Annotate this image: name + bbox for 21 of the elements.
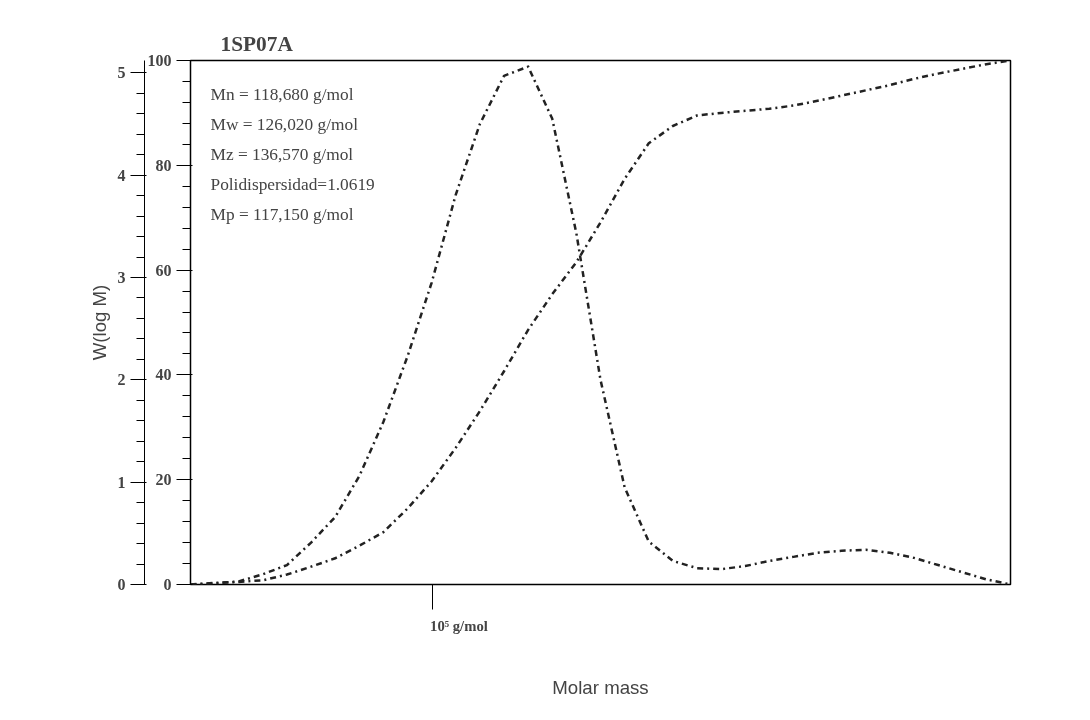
y2-tick-label: 0 [163,576,172,593]
y-tick-label: 4 [117,166,126,184]
text: 10⁵ g/mol [430,617,488,634]
x-axis-title: Molar mass [552,676,649,698]
y2-tick-label: 40 [155,366,172,384]
y-tick-label: 5 [117,64,126,82]
y2-tick-label: 60 [155,261,172,279]
y2-tick-label: 20 [155,471,172,489]
y-tick-label: 0 [117,576,126,593]
annotation: Polidispersidad=1.0619 [210,174,375,194]
y-tick-label: 1 [117,473,126,491]
y2-tick-label: 80 [155,156,172,174]
y2-tick-label: 100 [147,52,172,69]
y-tick-label: 3 [117,268,126,286]
annotation: Mz = 136,570 g/mol [210,144,354,164]
annotation: Mw = 126,020 g/mol [210,114,359,134]
annotation: Mn = 118,680 g/mol [210,85,354,105]
y-tick-label: 2 [117,371,126,389]
chart-title: 1SP07A [220,31,294,56]
y-axis-title: W(log M) [88,284,110,361]
annotation: Mp = 117,150 g/mol [210,204,354,224]
